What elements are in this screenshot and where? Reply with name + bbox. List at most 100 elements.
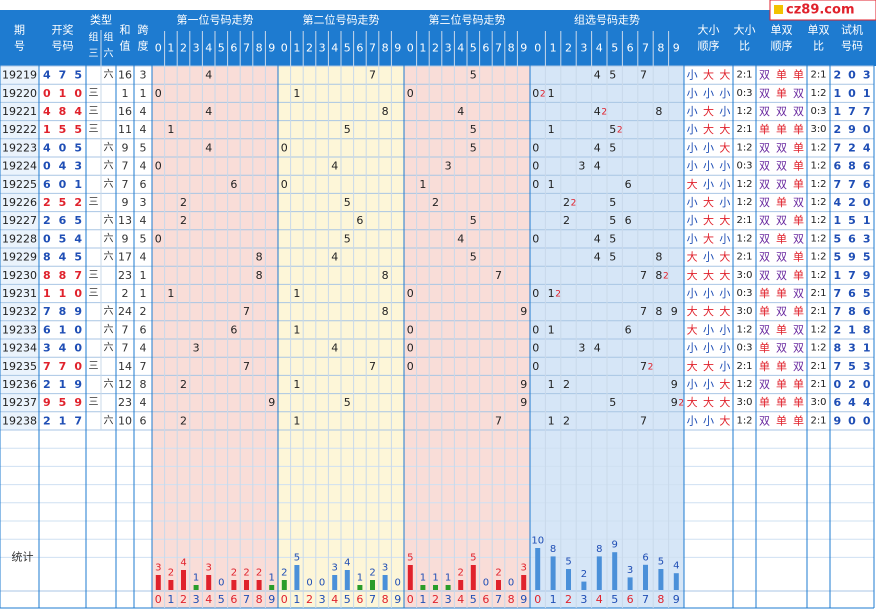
- row-trial-digit: 3: [863, 69, 871, 82]
- stat-digit-group: 6: [627, 593, 634, 606]
- row-trial-digit: 1: [834, 214, 842, 227]
- stat-value-pos1: 1: [269, 573, 275, 584]
- row-pos2-hit: 5: [344, 196, 351, 209]
- row-size-char: 小: [687, 378, 698, 391]
- row-issue: 19227: [2, 214, 37, 227]
- row-trial-digit: 1: [834, 87, 842, 100]
- stat-digit-pos3: 2: [432, 593, 439, 606]
- row-group-repeat: 2: [663, 271, 669, 281]
- row-span: 6: [140, 323, 147, 336]
- row-oe-char: 双: [776, 214, 787, 227]
- row-type: 三: [89, 88, 99, 99]
- row-oe-ratio: 1:2: [810, 324, 826, 335]
- stat-bar-group: [627, 577, 633, 590]
- header-oe_ratio: 单双: [808, 24, 830, 37]
- header-size_order-2: 顺序: [698, 39, 720, 53]
- row-pos1-hit: 0: [155, 87, 162, 100]
- header-pos2-digit-1: 1: [293, 42, 300, 55]
- row-sum: 7: [122, 342, 129, 355]
- stat-digit-group: 0: [534, 593, 541, 606]
- stat-digit-pos1: 3: [193, 593, 200, 606]
- row-size-char: 小: [687, 87, 698, 100]
- row-oe-char: 双: [759, 323, 770, 336]
- row-type: 六: [104, 214, 114, 226]
- row-group-hit: 0: [532, 160, 539, 173]
- row-oe-ratio: 2:1: [810, 415, 826, 426]
- row-pos2-hit: 1: [293, 87, 300, 100]
- header-pos3-digit-5: 5: [470, 42, 477, 55]
- row-pos3-hit: 9: [520, 378, 527, 391]
- stat-value-group: 9: [612, 540, 618, 551]
- stat-bar-pos1: [244, 580, 249, 590]
- row-group-hit: 0: [532, 232, 539, 245]
- row-group-hit: 0: [532, 323, 539, 336]
- row-size-char: 小: [687, 414, 698, 427]
- row-group-repeat: 2: [540, 89, 546, 99]
- stat-value-pos2: 0: [395, 578, 401, 589]
- stat-bar-group: [612, 552, 618, 590]
- row-type: 六: [104, 232, 114, 244]
- row-pos2-hit: 5: [344, 123, 351, 136]
- row-oe-char: 双: [759, 414, 770, 427]
- row-size-char: 大: [687, 250, 698, 264]
- row-pos2-hit: 4: [331, 342, 338, 355]
- row-size-ratio: 1:2: [736, 415, 752, 426]
- row-size-char: 大: [703, 195, 714, 209]
- stat-value-pos1: 2: [243, 568, 249, 579]
- stat-bar-pos1: [193, 585, 199, 590]
- row-oe-char: 双: [793, 87, 804, 100]
- stat-value-pos3: 1: [420, 573, 426, 584]
- row-group-hit: 1: [548, 378, 555, 391]
- stat-value-pos1: 1: [193, 573, 199, 584]
- row-trial-digit: 1: [863, 214, 871, 227]
- row-pos2-hit: 7: [369, 69, 376, 82]
- stat-value-group: 5: [658, 557, 664, 568]
- row-oe-ratio: 2:1: [810, 361, 826, 372]
- row-draw-digit: 2: [43, 214, 51, 227]
- header-trial: 试机: [841, 23, 863, 37]
- row-trial-digit: 7: [834, 141, 842, 154]
- row-issue: 19230: [2, 269, 37, 282]
- header-sum-2: 值: [120, 40, 131, 53]
- row-size-char: 小: [719, 87, 730, 100]
- row-span: 5: [140, 141, 147, 154]
- row-draw-digit: 0: [43, 87, 51, 100]
- row-oe-char: 单: [793, 305, 804, 318]
- header-group-digit-7: 7: [642, 42, 649, 55]
- header-group-digit-2: 2: [565, 42, 572, 55]
- row-draw-digit: 4: [74, 232, 82, 245]
- row-trial-digit: 7: [834, 178, 842, 191]
- row-trial-digit: 8: [863, 323, 871, 336]
- stat-bar-group: [596, 556, 602, 590]
- row-size-char: 大: [687, 177, 698, 191]
- row-draw-digit: 4: [59, 251, 67, 264]
- stat-value-group: 4: [673, 561, 679, 572]
- row-group-hit: 5: [609, 196, 616, 209]
- row-issue: 19233: [2, 323, 37, 336]
- row-size-char: 小: [703, 251, 714, 264]
- row-oe-char: 单: [776, 287, 787, 300]
- row-group-hit: 0: [532, 342, 539, 355]
- header-trial-2: 号码: [841, 40, 863, 53]
- header-pos3-digit-1: 1: [419, 42, 426, 55]
- stat-digit-group: 4: [596, 593, 603, 606]
- stat-value-pos1: 2: [256, 568, 262, 579]
- row-trial-digit: 6: [834, 160, 842, 173]
- row-group-hit: 8: [655, 305, 662, 318]
- row-draw-digit: 8: [59, 105, 67, 118]
- row-draw-digit: 2: [74, 196, 82, 209]
- stat-digit-pos2: 4: [331, 593, 338, 606]
- header-pos1-digit-2: 2: [180, 42, 187, 55]
- row-pos3-hit: 9: [520, 396, 527, 409]
- row-draw-digit: 3: [74, 160, 82, 173]
- row-span: 7: [140, 360, 147, 373]
- row-trial-digit: 8: [834, 342, 842, 355]
- row-pos3-hit: 5: [470, 123, 477, 136]
- row-size-char: 小: [703, 414, 714, 427]
- row-type: 三: [89, 197, 99, 208]
- header-group: 组选号码走势: [574, 13, 640, 27]
- row-oe-ratio: 0:3: [810, 106, 826, 117]
- row-draw-digit: 9: [74, 396, 82, 409]
- row-draw-digit: 7: [74, 414, 82, 427]
- row-size-char: 大: [719, 250, 730, 264]
